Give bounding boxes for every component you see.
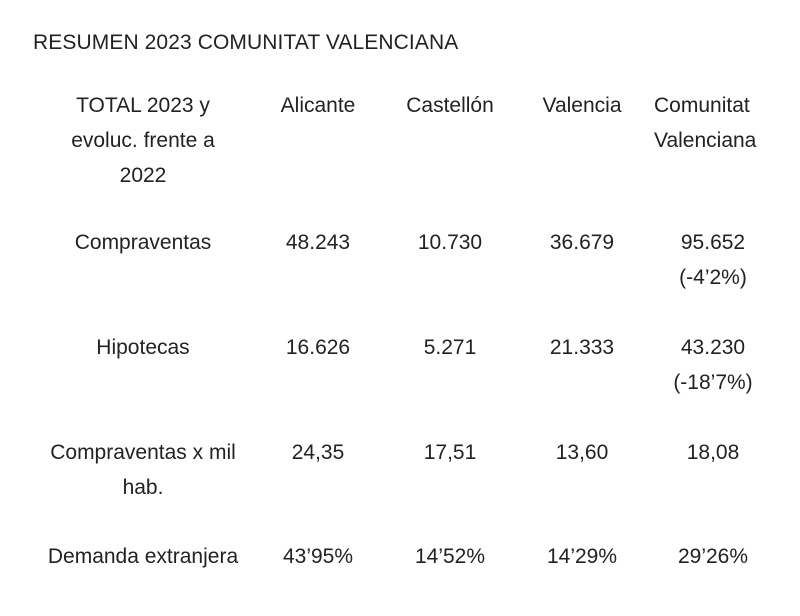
cell-valencia: 13,60 [555, 441, 609, 464]
row-label: Hipotecas [96, 336, 190, 359]
total-value: 95.652 [680, 231, 746, 254]
header-label-line: TOTAL 2023 y [76, 94, 210, 117]
cell-total: 43.230 (-18’7%) [646, 330, 780, 435]
table-header-row: TOTAL 2023 y evoluc. frente a 2022 Alica… [32, 88, 780, 225]
header-label-line: 2022 [119, 164, 167, 187]
header-alicante: Alicante [280, 94, 356, 117]
header-castellon: Castellón [406, 94, 494, 117]
cell-total: 29’26% [677, 545, 749, 568]
cell-alicante: 43’95% [282, 545, 354, 568]
header-label-cell: TOTAL 2023 y evoluc. frente a 2022 [32, 88, 254, 225]
summary-table: TOTAL 2023 y evoluc. frente a 2022 Alica… [32, 88, 780, 574]
cell-total: 18,08 [686, 441, 740, 464]
header-valencia: Valencia [542, 94, 622, 117]
cell-castellon: 5.271 [423, 336, 477, 359]
row-label: Demanda extranjera [47, 545, 239, 568]
table-row-demanda-extranjera: Demanda extranjera 43’95% 14’52% 14’29% … [32, 539, 780, 574]
row-label-line: Compraventas x mil [50, 441, 236, 464]
header-comunitat-line: Valenciana [654, 129, 757, 152]
cell-alicante: 24,35 [291, 441, 345, 464]
header-comunitat-line: Comunitat [654, 94, 750, 117]
table-row-hipotecas: Hipotecas 16.626 5.271 21.333 43.230 (-1… [32, 330, 780, 435]
cell-valencia: 36.679 [549, 231, 615, 254]
total-value: 43.230 [680, 336, 746, 359]
total-change: (-4’2%) [679, 266, 747, 289]
total-change: (-18’7%) [673, 371, 753, 394]
row-label: Compraventas x mil hab. [32, 435, 254, 539]
header-label-line: evoluc. frente a [71, 129, 215, 152]
table-row-compraventas: Compraventas 48.243 10.730 36.679 95.652… [32, 225, 780, 330]
cell-total: 95.652 (-4’2%) [646, 225, 780, 330]
cell-castellon: 14’52% [414, 545, 486, 568]
table-row-compraventas-x-mil-hab: Compraventas x mil hab. 24,35 17,51 13,6… [32, 435, 780, 539]
row-label: Compraventas [74, 231, 212, 254]
header-comunitat: Comunitat Valenciana [646, 88, 780, 225]
cell-alicante: 48.243 [285, 231, 351, 254]
row-label-line: hab. [122, 476, 164, 499]
cell-castellon: 10.730 [417, 231, 483, 254]
cell-alicante: 16.626 [285, 336, 351, 359]
cell-castellon: 17,51 [423, 441, 477, 464]
cell-valencia: 21.333 [549, 336, 615, 359]
cell-valencia: 14’29% [546, 545, 618, 568]
page-title: RESUMEN 2023 COMUNITAT VALENCIANA [33, 31, 459, 54]
